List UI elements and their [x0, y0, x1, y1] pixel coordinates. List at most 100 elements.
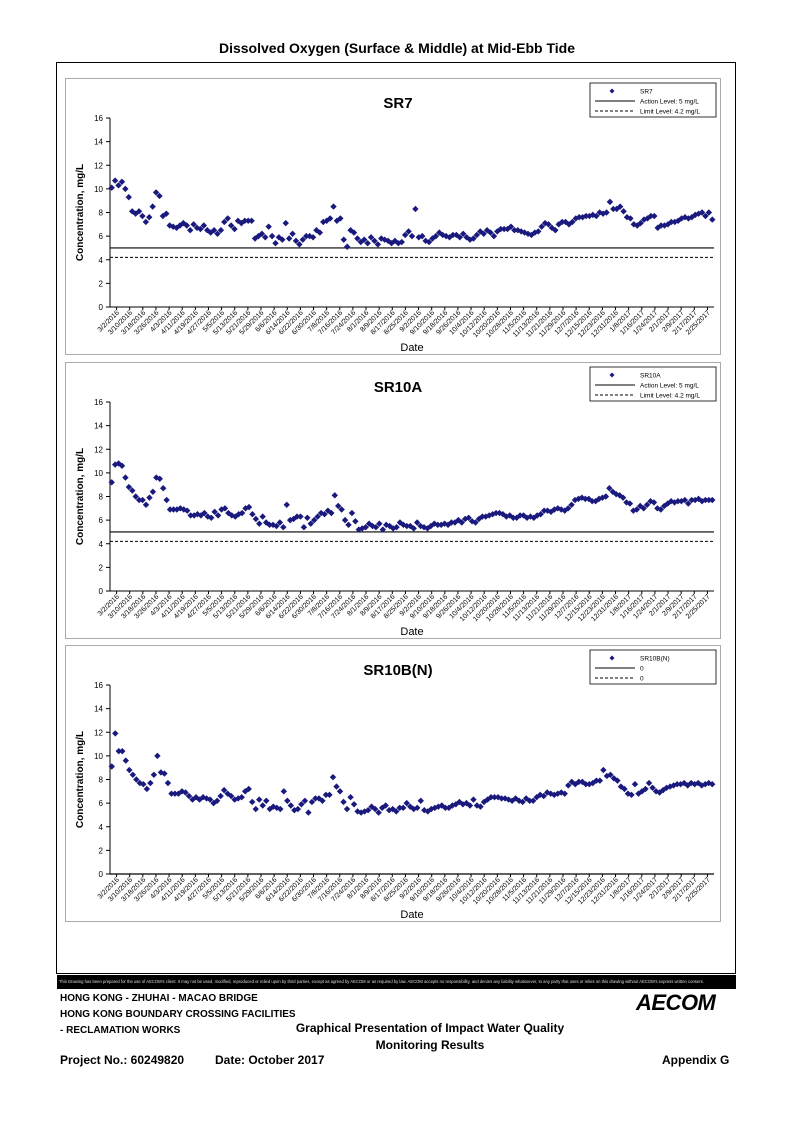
data-point — [678, 498, 685, 505]
project-number: Project No.: 60249820 — [60, 1053, 185, 1067]
data-point — [507, 223, 515, 230]
data-point — [419, 232, 426, 240]
data-point — [572, 215, 579, 222]
data-point — [674, 217, 682, 224]
data-point — [159, 485, 167, 492]
data-point — [643, 501, 651, 508]
data-point — [685, 215, 692, 222]
figure-title-line-1: Graphical Presentation of Impact Water Q… — [295, 1021, 565, 1035]
y-tick-label: 6 — [99, 516, 104, 525]
data-point — [709, 781, 716, 788]
legend-label: Action Level: 5 mg/L — [640, 99, 699, 106]
data-point — [273, 522, 280, 530]
data-point — [600, 766, 607, 774]
data-point — [300, 524, 308, 531]
data-point — [670, 782, 677, 789]
legend-label: Limit Level: 4.2 mg/L — [640, 109, 700, 116]
data-point — [279, 236, 286, 243]
data-point — [651, 212, 658, 220]
data-point — [630, 221, 638, 228]
data-point — [586, 781, 593, 788]
data-point — [565, 221, 573, 228]
data-point — [491, 794, 498, 801]
data-point — [266, 521, 273, 529]
data-point — [249, 798, 256, 806]
data-point — [652, 788, 660, 795]
data-point — [335, 502, 342, 510]
data-point — [569, 218, 576, 226]
data-point — [258, 230, 266, 237]
data-point — [389, 805, 396, 813]
data-point — [637, 502, 644, 510]
data-point — [612, 490, 620, 498]
data-point — [272, 240, 279, 247]
data-point — [111, 461, 119, 468]
y-tick-label: 0 — [99, 587, 104, 596]
data-point — [316, 229, 324, 236]
legend-marker — [609, 372, 615, 378]
data-point — [681, 214, 689, 221]
data-point — [371, 805, 379, 813]
data-point — [540, 507, 548, 514]
data-point — [627, 215, 634, 222]
data-point — [343, 243, 351, 250]
data-point — [241, 217, 248, 224]
data-point — [210, 799, 217, 807]
legend-label: Limit Level: 4.2 mg/L — [640, 393, 700, 400]
data-point — [575, 778, 583, 786]
data-point — [132, 493, 139, 500]
data-point — [702, 496, 709, 504]
data-point — [607, 771, 614, 778]
data-point — [292, 237, 300, 245]
data-point — [152, 189, 160, 196]
data-point — [535, 228, 542, 235]
data-point — [685, 500, 692, 507]
data-point — [606, 198, 614, 206]
data-point — [596, 209, 603, 216]
data-point — [593, 212, 600, 220]
data-point — [602, 493, 610, 500]
data-point — [664, 221, 672, 228]
data-point — [620, 208, 627, 215]
data-point — [118, 178, 126, 185]
data-point — [326, 215, 334, 222]
data-point — [142, 501, 150, 508]
data-point — [282, 219, 289, 227]
data-point — [705, 209, 713, 216]
page-title: Dissolved Oxygen (Surface & Middle) at M… — [218, 40, 576, 56]
data-point — [681, 496, 689, 504]
data-point — [125, 483, 133, 491]
data-point — [178, 788, 186, 795]
data-point — [296, 241, 303, 248]
legend-label: SR10A — [640, 373, 661, 380]
data-point — [186, 227, 194, 234]
data-point — [142, 218, 150, 226]
data-point — [623, 214, 631, 221]
data-point — [149, 488, 157, 495]
data-point — [650, 499, 658, 506]
data-point — [695, 495, 702, 503]
data-point — [459, 230, 467, 237]
data-point — [425, 238, 433, 246]
data-point — [285, 235, 293, 242]
y-tick-label: 4 — [99, 823, 104, 832]
data-point — [616, 203, 624, 210]
data-point — [582, 495, 589, 503]
data-point — [374, 241, 382, 248]
data-point — [135, 496, 143, 504]
data-point — [541, 219, 549, 227]
data-point — [129, 487, 136, 494]
data-point — [480, 230, 487, 237]
data-point — [545, 221, 552, 228]
y-tick-label: 8 — [99, 493, 104, 502]
data-point — [494, 794, 502, 801]
data-point — [183, 222, 190, 229]
y-tick-label: 14 — [94, 705, 103, 714]
data-point — [490, 232, 498, 240]
data-point — [277, 805, 284, 813]
data-point — [408, 232, 416, 240]
data-point — [341, 516, 349, 524]
data-point — [657, 222, 665, 229]
data-point — [533, 794, 540, 801]
